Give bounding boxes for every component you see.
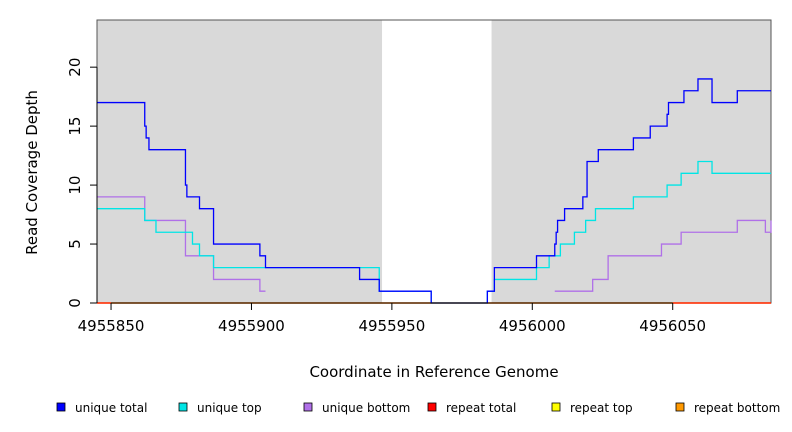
x-tick-label: 4955850 — [78, 317, 145, 335]
x-axis-title: Coordinate in Reference Genome — [309, 363, 558, 381]
legend-swatch-repeat-top — [551, 402, 561, 412]
legend-label-unique-top: unique top — [197, 401, 262, 415]
axes: 0 5 10 15 20 4955850 4955900 4955950 4956000 4956… — [66, 58, 706, 335]
legend-swatch-unique-bottom — [303, 402, 313, 412]
shaded-region-1 — [97, 20, 383, 303]
y-tick-label: 10 — [66, 176, 84, 195]
legend-label-unique-bottom: unique bottom — [322, 401, 410, 415]
y-axis-title: Read Coverage Depth — [23, 90, 41, 255]
x-tick-label: 4956000 — [499, 317, 566, 335]
legend-label-repeat-bottom: repeat bottom — [694, 401, 780, 415]
legend-label-repeat-total: repeat total — [446, 401, 516, 415]
series-line-unique-total — [97, 78, 771, 304]
x-tick-label: 4956050 — [639, 317, 706, 335]
legend: unique total unique top unique bottom repea… — [56, 401, 780, 415]
y-tick-label: 15 — [66, 117, 84, 136]
legend-swatch-unique-top — [178, 402, 188, 412]
x-tick-label: 4955950 — [358, 317, 425, 335]
y-tick-label: 0 — [66, 298, 84, 308]
y-tick-label: 5 — [66, 239, 84, 249]
legend-label-repeat-top: repeat top — [570, 401, 633, 415]
legend-swatch-unique-total — [56, 402, 66, 412]
shaded-region-2 — [491, 20, 771, 303]
legend-swatch-repeat-bottom — [675, 402, 685, 412]
legend-swatch-repeat-total — [427, 402, 437, 412]
y-tick-label: 20 — [66, 58, 84, 77]
shaded-regions — [97, 19, 771, 303]
x-tick-label: 4955900 — [218, 317, 285, 335]
legend-label-unique-total: unique total — [75, 401, 147, 415]
